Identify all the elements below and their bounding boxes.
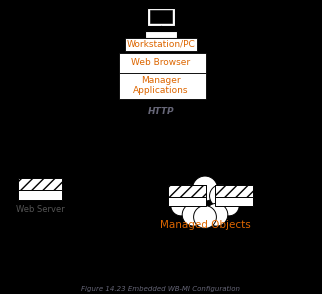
Circle shape xyxy=(205,203,228,226)
Bar xyxy=(145,31,177,38)
Text: Web Browser: Web Browser xyxy=(131,58,191,67)
Circle shape xyxy=(182,203,205,226)
Bar xyxy=(119,53,206,73)
Bar xyxy=(147,8,175,26)
Text: Figure 14.23 Embedded WB-MI Configuration: Figure 14.23 Embedded WB-MI Configuratio… xyxy=(81,286,241,293)
Text: Web Server: Web Server xyxy=(16,206,64,215)
Bar xyxy=(215,185,253,197)
Bar xyxy=(119,73,206,99)
Bar xyxy=(168,185,206,206)
Text: Managed Objects: Managed Objects xyxy=(160,220,251,230)
Circle shape xyxy=(219,196,239,216)
Circle shape xyxy=(194,206,216,228)
Circle shape xyxy=(171,196,191,216)
Circle shape xyxy=(193,176,218,201)
Bar xyxy=(168,185,206,197)
Bar xyxy=(18,178,62,200)
Text: Workstation/PC: Workstation/PC xyxy=(127,40,195,49)
Bar xyxy=(215,185,253,206)
Text: Manager
Applications: Manager Applications xyxy=(133,76,189,96)
Circle shape xyxy=(178,185,200,207)
Text: HTTP: HTTP xyxy=(148,107,174,116)
Bar xyxy=(150,10,172,23)
Circle shape xyxy=(210,185,232,207)
Bar xyxy=(18,178,62,190)
